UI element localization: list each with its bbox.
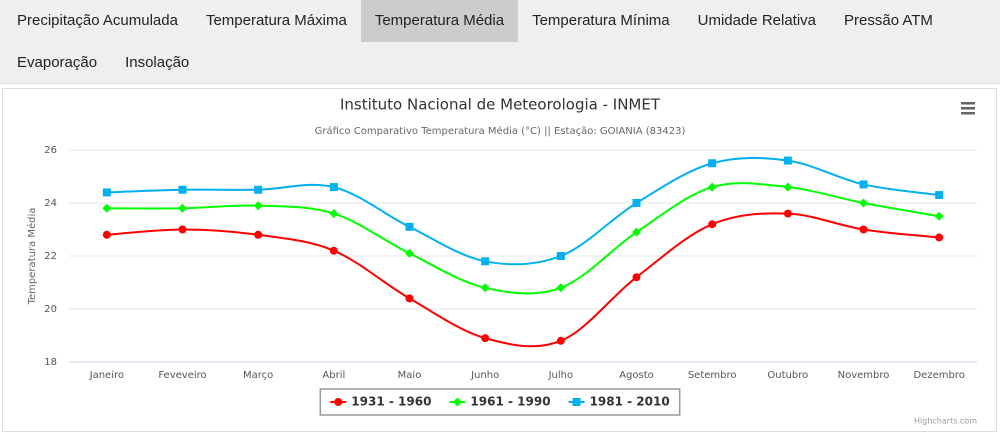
chart-title: Instituto Nacional de Meteorologia - INM… <box>340 96 661 114</box>
point <box>102 203 112 213</box>
point <box>935 191 944 200</box>
y-tick-label: 22 <box>44 251 57 262</box>
legend-marker <box>334 398 343 406</box>
point <box>556 336 565 345</box>
point <box>632 273 641 282</box>
point <box>783 156 792 165</box>
point <box>859 198 868 208</box>
series-line <box>106 156 940 266</box>
tab[interactable]: Insolação <box>125 54 190 71</box>
point <box>254 185 263 194</box>
x-tick-label: Outubro <box>767 370 808 381</box>
x-tick-label: Feveveiro <box>158 370 206 381</box>
point <box>329 246 338 255</box>
point <box>405 248 414 258</box>
point <box>253 201 263 211</box>
point <box>481 334 490 343</box>
tab[interactable]: Temperatura Mínima <box>532 12 670 29</box>
legend: 1931 - 1960 1961 - 1990 1981 - 2010 <box>319 388 681 416</box>
x-tick-label: Novembro <box>838 370 890 381</box>
point <box>481 257 490 266</box>
point <box>935 233 944 242</box>
series-line <box>106 182 940 295</box>
y-tick-label: 18 <box>44 357 57 368</box>
legend-marker <box>572 398 581 406</box>
tab[interactable]: Temperatura Média <box>360 0 519 42</box>
legend-item[interactable]: 1981 - 2010 <box>568 395 670 409</box>
point <box>178 225 187 234</box>
x-tick-label: Agosto <box>619 370 654 381</box>
x-tick-label: Setembro <box>688 370 737 381</box>
point <box>102 188 111 197</box>
point <box>632 227 641 237</box>
point <box>329 209 339 219</box>
point <box>254 230 263 239</box>
point <box>405 222 414 231</box>
point <box>708 159 717 168</box>
point <box>329 183 338 192</box>
y-tick-label: 26 <box>44 145 57 156</box>
chart-panel <box>2 88 997 432</box>
point <box>859 225 868 234</box>
chart-subtitle: Gráfico Comparativo Temperatura Média (°… <box>315 125 686 137</box>
point <box>178 185 187 194</box>
tab[interactable]: Precipitação Acumulada <box>17 12 178 29</box>
x-tick-label: Janeiro <box>89 370 124 381</box>
tab-row: Precipitação Acumulada Temperatura Máxima… <box>0 0 1000 42</box>
point <box>707 182 717 192</box>
point <box>783 209 792 218</box>
tab[interactable]: Pressão ATM <box>844 12 933 29</box>
legend-label: 1931 - 1960 <box>351 395 431 409</box>
point <box>178 203 187 213</box>
point <box>708 220 717 229</box>
menu-icon[interactable] <box>961 102 975 115</box>
legend-label: 1981 - 2010 <box>590 395 670 409</box>
point <box>859 180 868 189</box>
legend-item[interactable]: 1961 - 1990 <box>449 395 551 409</box>
legend-box <box>319 388 681 416</box>
x-tick-label: Junho <box>470 370 499 381</box>
tab-bar: Precipitação Acumulada Temperatura Máxima… <box>0 0 1000 84</box>
legend-marker <box>452 397 462 407</box>
x-tick-label: Dezembro <box>913 370 964 381</box>
tab[interactable]: Evaporação <box>17 54 98 71</box>
tab[interactable]: Umidade Relativa <box>697 12 817 29</box>
point <box>556 283 566 293</box>
point <box>934 211 944 221</box>
y-axis-label: Temperatura Média <box>26 208 38 306</box>
point <box>556 252 565 260</box>
x-tick-label: Abril <box>322 370 345 381</box>
tab[interactable]: Temperatura Máxima <box>205 12 347 29</box>
legend-item[interactable]: 1931 - 1960 <box>330 395 431 409</box>
point <box>405 294 414 303</box>
credits: Highcharts.com <box>914 417 977 426</box>
point <box>783 182 793 192</box>
point <box>632 199 641 207</box>
y-tick-label: 24 <box>44 198 57 209</box>
x-tick-label: Julho <box>548 370 574 381</box>
y-tick-label: 20 <box>44 304 57 315</box>
x-tick-label: Maio <box>398 370 422 381</box>
x-tick-label: Março <box>243 370 273 381</box>
legend-label: 1961 - 1990 <box>470 395 550 409</box>
point <box>480 283 490 293</box>
tab-row: Evaporação Insolação <box>0 42 1000 84</box>
series-line <box>106 212 940 348</box>
point <box>102 230 111 239</box>
